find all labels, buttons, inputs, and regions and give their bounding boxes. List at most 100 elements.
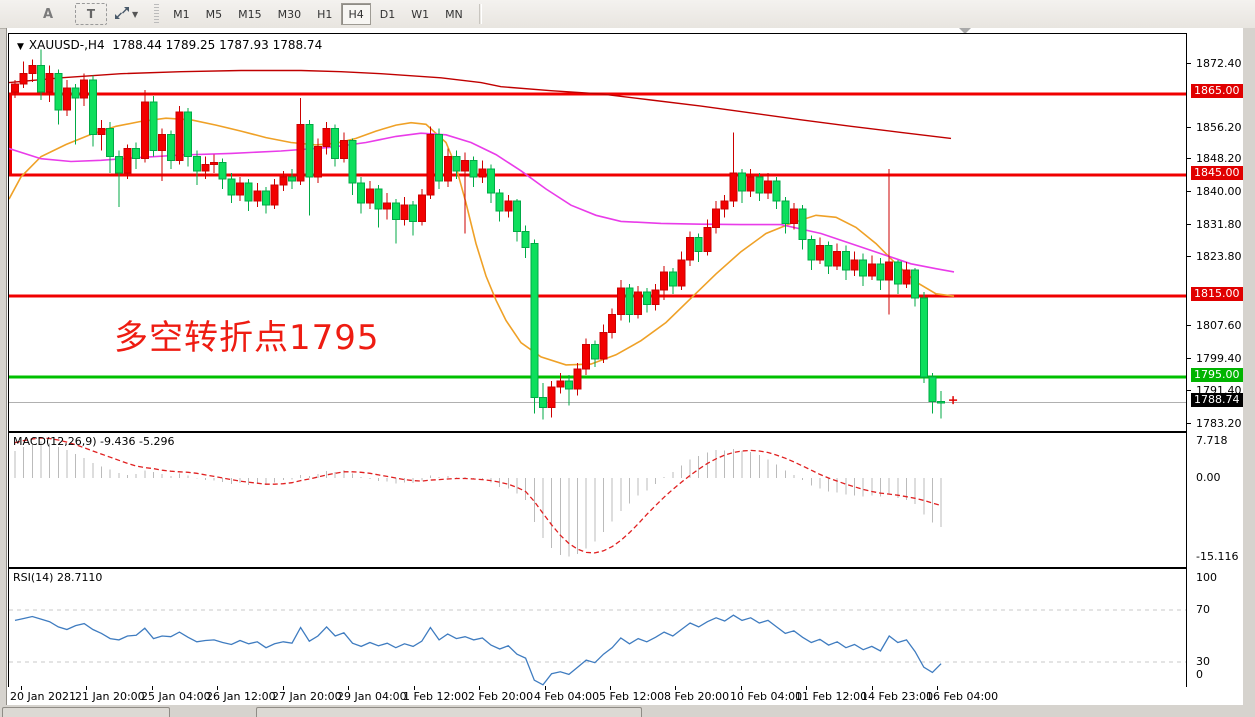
text-tool-button[interactable]: A	[42, 6, 54, 22]
candle-23	[210, 154, 219, 173]
candle-55	[487, 164, 496, 204]
rsi-label: RSI(14) 28.7110	[13, 571, 103, 584]
candle-29	[261, 186, 270, 214]
time-tick	[545, 686, 546, 690]
candle-30	[270, 178, 279, 210]
arrow-tool-button[interactable]: ▼	[109, 3, 143, 25]
taskbar-strip	[0, 705, 1255, 717]
candle-87	[763, 172, 772, 200]
timeframe-button-m5[interactable]: M5	[205, 7, 223, 21]
candle-71	[625, 284, 634, 323]
candle-78	[686, 231, 695, 266]
time-tick	[872, 686, 873, 690]
ohlc-open: 1788.44	[112, 38, 162, 52]
price-axis[interactable]: 1872.40 1856.20 1848.20 1840.00 1831.80 1823.…	[1187, 28, 1244, 687]
timeframe-button-m30[interactable]: M30	[277, 7, 302, 21]
candle-28	[253, 182, 262, 208]
candle-66	[582, 338, 591, 376]
time-label: 21 Jan 20:00	[75, 690, 145, 703]
time-tick	[348, 686, 349, 690]
candle-91	[798, 205, 807, 250]
candle-61	[538, 383, 547, 420]
chart-annotation-text: 多空转折点1795	[114, 318, 380, 358]
candle-70	[616, 280, 625, 321]
candle-102	[893, 259, 902, 295]
time-tick	[937, 686, 938, 690]
time-tick	[741, 686, 742, 690]
rsi-axis-label: 0	[1196, 668, 1203, 681]
candle-37	[331, 124, 340, 167]
candle-32	[287, 168, 296, 189]
timeframe-button-h4[interactable]: H4	[341, 3, 371, 25]
candle-96	[841, 245, 850, 281]
price-chart-panel[interactable]: ▼ XAUUSD-,H4 1788.44 1789.25 1787.93 1788…	[8, 33, 1187, 432]
timeframe-button-m1[interactable]: M1	[173, 7, 190, 21]
candle-1	[19, 61, 28, 88]
chart-shift-marker-icon[interactable]	[959, 28, 971, 34]
macd-axis-label: 7.718	[1196, 434, 1228, 447]
price-tick	[1187, 325, 1191, 326]
price-tick	[1187, 423, 1191, 424]
label-tool-button[interactable]: T	[75, 3, 107, 25]
candle-68	[599, 324, 608, 363]
candle-105	[919, 292, 928, 384]
candle-33	[296, 97, 305, 185]
candle-58	[512, 199, 521, 242]
price-label: 1840.00	[1196, 185, 1242, 198]
toolbar: A T ▼ M1 M5 M15 M30 H1 H4 D1 W1 MN	[0, 0, 1255, 29]
candle-45	[400, 197, 409, 226]
price-tick	[1187, 191, 1191, 192]
time-tick	[21, 686, 22, 690]
candle-22	[201, 156, 210, 179]
rsi-axis-label: 100	[1196, 571, 1217, 584]
candle-57	[504, 195, 513, 218]
taskbar-button[interactable]	[256, 707, 642, 717]
timeframe-button-mn[interactable]: MN	[445, 7, 463, 21]
timeframe-button-d1[interactable]: D1	[379, 7, 396, 21]
candle-93	[815, 237, 824, 264]
time-tick	[414, 686, 415, 690]
price-tick	[1187, 63, 1191, 64]
candle-20	[184, 108, 193, 167]
candle-92	[807, 235, 816, 270]
taskbar-button[interactable]	[2, 707, 170, 717]
candle-88	[772, 176, 781, 210]
price-tick	[1187, 224, 1191, 225]
window-right-margin	[1243, 28, 1255, 705]
current-price-cross-icon	[949, 396, 958, 405]
candle-10	[97, 120, 106, 151]
arrows-icon	[114, 6, 130, 23]
candle-74	[651, 284, 660, 311]
candle-24	[218, 158, 227, 189]
candle-34	[305, 120, 314, 216]
timeframe-buttons: M1 M5 M15 M30 H1 H4 D1 W1 MN	[165, 3, 471, 25]
candle-104	[911, 267, 920, 307]
candle-107	[937, 391, 946, 419]
candle-40	[357, 176, 366, 214]
candle-49	[435, 128, 444, 189]
candle-50	[443, 148, 452, 187]
ma_long-line	[9, 69, 952, 140]
time-tick	[675, 686, 676, 690]
candle-76	[668, 267, 677, 295]
candle-80	[703, 219, 712, 256]
candle-65	[573, 362, 582, 396]
candle-79	[694, 233, 703, 262]
candle-42	[374, 184, 383, 228]
symbol-dropdown-icon[interactable]: ▼	[17, 42, 24, 52]
rsi-axis-label: 70	[1196, 603, 1210, 616]
time-label: 8 Feb 20:00	[664, 690, 730, 703]
candle-63	[556, 373, 565, 394]
timeframe-button-m15[interactable]: M15	[238, 7, 262, 21]
timeframe-button-h1[interactable]: H1	[317, 7, 333, 21]
macd-panel[interactable]: MACD(12,26,9) -9.436 -5.296	[8, 432, 1187, 568]
price-tick	[1187, 256, 1191, 257]
time-label: 2 Feb 20:00	[468, 690, 534, 703]
price-label: 1848.20	[1196, 152, 1242, 165]
time-axis[interactable]: 20 Jan 2021 21 Jan 20:00 25 Jan 04:00 26 Ja…	[7, 686, 1244, 705]
candle-84	[738, 168, 747, 204]
rsi-panel[interactable]: RSI(14) 28.7110	[8, 568, 1187, 689]
candle-46	[409, 201, 418, 236]
timeframe-button-w1[interactable]: W1	[411, 7, 430, 21]
candle-69	[608, 308, 617, 339]
